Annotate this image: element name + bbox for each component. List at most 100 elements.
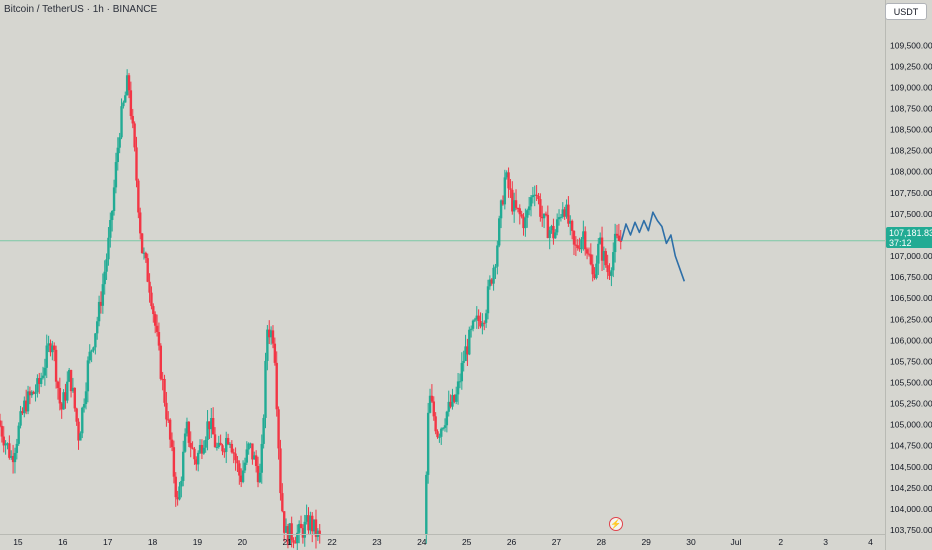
candle-body [425, 474, 428, 535]
candle-body [71, 387, 75, 392]
candle-body [537, 195, 540, 200]
candle-body [484, 313, 488, 323]
candle-body [219, 442, 222, 446]
candle-body [167, 419, 170, 421]
candle-body [541, 216, 544, 219]
currency-button[interactable]: USDT [885, 3, 927, 20]
candle-body [619, 240, 622, 242]
candle-body [137, 180, 140, 213]
candle-body [301, 528, 305, 538]
candle-body [206, 421, 209, 440]
last-price-tag: 107,181.83 37:12 [886, 227, 932, 248]
candle-body [217, 442, 220, 448]
candle-body [140, 233, 144, 254]
candle-body [445, 411, 449, 426]
candle-body [282, 511, 286, 533]
candle-body [296, 532, 299, 544]
candle-body [81, 407, 84, 434]
candle-body [183, 433, 187, 452]
candle-body [512, 200, 516, 212]
candle-body [191, 447, 194, 449]
candle-body [544, 213, 548, 215]
candle-body [174, 476, 177, 498]
price-axis[interactable]: 103,750.00 104,000.00 104,250.00 104,500.00… [885, 0, 932, 550]
time-tick-label: 17 [103, 537, 113, 547]
time-axis[interactable]: 15 16 17 18 19 20 21 22 23 24 25 26 27 28 29 30 Jul 2 3 4 [0, 534, 885, 548]
candle-body [10, 455, 13, 458]
candle-body [455, 394, 458, 402]
candle-body [161, 378, 164, 380]
candle-body [21, 411, 24, 414]
candle-body [105, 259, 108, 272]
candle-body [518, 208, 521, 215]
candle-body [290, 523, 293, 541]
candle-body [460, 362, 464, 382]
candle-body [101, 284, 105, 306]
candle-body [53, 345, 56, 350]
candle-body [256, 466, 260, 483]
candle-body [64, 392, 67, 401]
candle-body [539, 199, 542, 217]
candle-body [96, 321, 99, 334]
candle-body [39, 377, 43, 384]
price-tick-label: 104,000.00 [890, 504, 932, 514]
price-tick-label: 108,000.00 [890, 167, 932, 177]
candle-body [598, 237, 602, 244]
price-tick-label: 105,500.00 [890, 377, 932, 387]
lightning-icon[interactable]: ⚡ [609, 517, 623, 531]
candle-body [477, 315, 480, 322]
candle-body [182, 451, 185, 481]
candle-body [180, 480, 183, 487]
candle-body [318, 530, 321, 534]
candle-body [150, 292, 153, 307]
candle-body [273, 343, 277, 363]
candle-body [211, 417, 215, 435]
candle-body [496, 245, 499, 267]
candle-body [574, 244, 578, 246]
candle-body [8, 443, 11, 458]
candle-body [120, 106, 123, 138]
candle-body [118, 137, 121, 148]
time-tick-label: 24 [417, 537, 427, 547]
candle-body [550, 225, 553, 231]
candle-body [66, 381, 69, 401]
candle-body [617, 235, 621, 241]
candle-body [613, 233, 617, 253]
candle-body [178, 486, 181, 500]
candle-body [17, 425, 20, 444]
candle-body [479, 321, 482, 327]
candle-body [471, 320, 475, 329]
candle-body [243, 462, 247, 471]
candle-body [232, 452, 235, 454]
candle-body [73, 387, 76, 409]
price-tick-label: 105,250.00 [890, 399, 932, 409]
candle-body [153, 314, 157, 326]
candle-body [54, 349, 58, 382]
candle-body [163, 378, 166, 403]
candle-body [475, 315, 478, 320]
candle-body [125, 75, 129, 96]
candle-body [239, 475, 243, 482]
candle-body [234, 453, 237, 461]
candle-body [135, 147, 138, 181]
candle-body [213, 434, 217, 448]
candle-body [225, 437, 228, 452]
time-tick-label: 26 [507, 537, 517, 547]
price-tick-label: 106,500.00 [890, 293, 932, 303]
candle-body [127, 75, 131, 91]
candle-body [198, 444, 202, 453]
last-price-value: 107,181.83 [889, 228, 932, 238]
candle-body [77, 421, 80, 441]
candle-body [189, 442, 192, 448]
candle-body [133, 123, 136, 148]
candle-body [584, 231, 587, 250]
candle-body [157, 332, 161, 346]
time-tick-label: Jul [730, 537, 741, 547]
candle-body [58, 387, 62, 404]
candle-body [587, 253, 591, 255]
candle-body [612, 252, 615, 271]
candle-body [131, 116, 134, 124]
candle-body [11, 455, 15, 463]
price-tick-label: 104,250.00 [890, 483, 932, 493]
